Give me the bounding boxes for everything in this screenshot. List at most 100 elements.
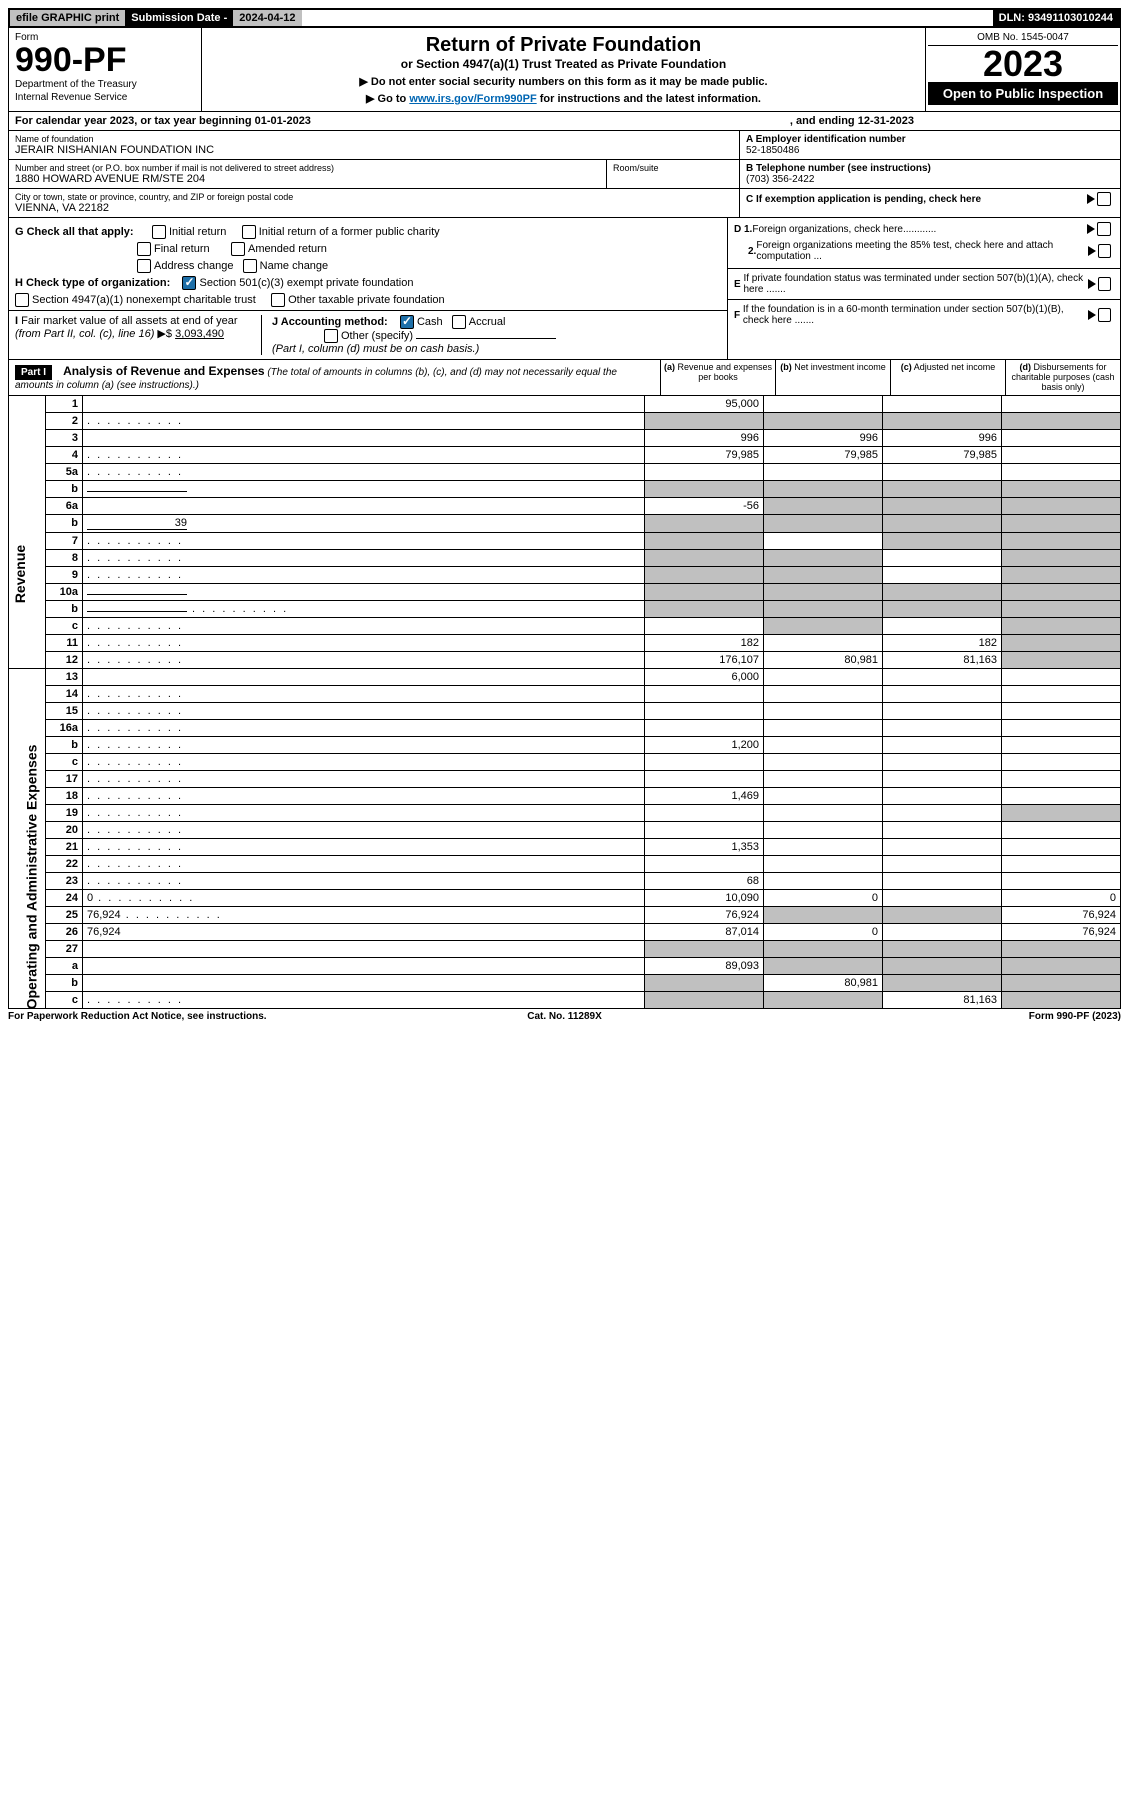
arrow-icon (1088, 279, 1096, 289)
amended-return-checkbox[interactable] (231, 242, 245, 256)
line-number: 24 (46, 890, 83, 907)
table-row: Revenue195,000 (9, 396, 1121, 413)
amount-col-b (764, 992, 883, 1009)
amount-col-d (1002, 567, 1121, 584)
col-c-head: (c) Adjusted net income (890, 360, 1005, 395)
line-number: 11 (46, 635, 83, 652)
amount-col-b (764, 533, 883, 550)
line-description (83, 720, 645, 737)
line-number: 26 (46, 924, 83, 941)
501c3-checkbox[interactable] (182, 276, 196, 290)
table-row: 2368 (9, 873, 1121, 890)
city-row: City or town, state or province, country… (9, 189, 739, 217)
arrow-icon (1087, 194, 1095, 204)
line-number: b (46, 737, 83, 754)
d1-checkbox[interactable] (1097, 222, 1111, 236)
table-row: 16a (9, 720, 1121, 737)
amount-col-d (1002, 873, 1121, 890)
amount-col-a (645, 805, 764, 822)
line-description (83, 550, 645, 567)
exemption-checkbox[interactable] (1097, 192, 1111, 206)
amount-col-c (883, 839, 1002, 856)
initial-return-checkbox[interactable] (152, 225, 166, 239)
f-checkbox[interactable] (1098, 308, 1111, 322)
amount-col-b (764, 567, 883, 584)
amount-col-c (883, 515, 1002, 533)
line-description (83, 481, 645, 498)
table-row: 17 (9, 771, 1121, 788)
line-description (83, 873, 645, 890)
line-number: 2 (46, 413, 83, 430)
line-number: b (46, 975, 83, 992)
line-description (83, 601, 645, 618)
amount-col-b (764, 584, 883, 601)
amount-col-a (645, 822, 764, 839)
line-number: 4 (46, 447, 83, 464)
amount-col-b: 80,981 (764, 652, 883, 669)
name-change-checkbox[interactable] (243, 259, 257, 273)
amount-col-d (1002, 856, 1121, 873)
expenses-side-label: Operating and Administrative Expenses (9, 669, 46, 1009)
part1-title: Analysis of Revenue and Expenses (63, 364, 264, 378)
line-number: 17 (46, 771, 83, 788)
cal-year-text: For calendar year 2023, or tax year begi… (15, 115, 311, 127)
line-number: 3 (46, 430, 83, 447)
line-description (83, 618, 645, 635)
checks-left: G Check all that apply: Initial return I… (9, 218, 727, 359)
line-description (83, 941, 645, 958)
table-row: 2576,92476,92476,924 (9, 907, 1121, 924)
amount-col-c (883, 890, 1002, 907)
form-header: Form 990-PF Department of the Treasury I… (8, 28, 1121, 112)
amount-col-d (1002, 635, 1121, 652)
d2-checkbox[interactable] (1098, 244, 1111, 258)
amount-col-b (764, 873, 883, 890)
line-description (83, 992, 645, 1009)
header-right: OMB No. 1545-0047 2023 Open to Public In… (925, 28, 1120, 111)
ij-row: I Fair market value of all assets at end… (9, 310, 727, 355)
room-suite: Room/suite (606, 160, 739, 188)
amount-col-a: 95,000 (645, 396, 764, 413)
line-description (83, 669, 645, 686)
dln: DLN: 93491103010244 (993, 10, 1119, 26)
amount-col-d (1002, 992, 1121, 1009)
part1-header-row: Part I Analysis of Revenue and Expenses … (8, 360, 1121, 396)
accrual-checkbox[interactable] (452, 315, 466, 329)
address-change-checkbox[interactable] (137, 259, 151, 273)
4947a1-checkbox[interactable] (15, 293, 29, 307)
initial-former-checkbox[interactable] (242, 225, 256, 239)
other-method-checkbox[interactable] (324, 329, 338, 343)
amount-col-c (883, 703, 1002, 720)
final-return-checkbox[interactable] (137, 242, 151, 256)
amount-col-b (764, 822, 883, 839)
open-inspection: Open to Public Inspection (928, 82, 1118, 105)
arrow-icon (1088, 310, 1096, 320)
amount-col-c (883, 941, 1002, 958)
other-taxable-checkbox[interactable] (271, 293, 285, 307)
amount-col-b (764, 498, 883, 515)
amount-col-c: 81,163 (883, 652, 1002, 669)
line-description: 0 (83, 890, 645, 907)
amount-col-b (764, 413, 883, 430)
amount-col-d (1002, 958, 1121, 975)
amount-col-a: 182 (645, 635, 764, 652)
amount-col-c (883, 396, 1002, 413)
amount-col-b: 996 (764, 430, 883, 447)
part1-label: Part I (15, 365, 52, 380)
amount-col-d (1002, 822, 1121, 839)
amount-col-a (645, 533, 764, 550)
line-number: 23 (46, 873, 83, 890)
cash-checkbox[interactable] (400, 315, 414, 329)
amount-col-c (883, 584, 1002, 601)
revenue-side-label: Revenue (9, 396, 46, 669)
amount-col-a (645, 975, 764, 992)
amount-col-d (1002, 975, 1121, 992)
irs-link[interactable]: www.irs.gov/Form990PF (409, 93, 536, 105)
line-description: 76,924 (83, 924, 645, 941)
table-row: 15 (9, 703, 1121, 720)
amount-col-c: 81,163 (883, 992, 1002, 1009)
amount-col-a: 176,107 (645, 652, 764, 669)
line-number: 25 (46, 907, 83, 924)
e-checkbox[interactable] (1098, 277, 1111, 291)
table-row: 211,353 (9, 839, 1121, 856)
table-row: 6a-56 (9, 498, 1121, 515)
